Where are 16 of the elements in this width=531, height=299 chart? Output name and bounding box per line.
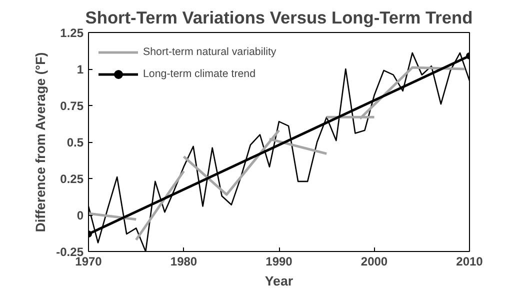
x-tick-label: 1970 bbox=[75, 254, 102, 268]
y-tick-label: 1.25 bbox=[60, 26, 84, 40]
chart-title: Short-Term Variations Versus Long-Term Trend bbox=[85, 8, 473, 28]
y-axis-title: Difference from Average (°F) bbox=[33, 52, 48, 232]
x-tick-label: 1990 bbox=[266, 254, 293, 268]
y-tick-label: 0.25 bbox=[60, 172, 84, 186]
y-tick-label: 1 bbox=[76, 62, 84, 76]
y-tick-label: 0 bbox=[76, 208, 84, 222]
y-tick-label: 0.5 bbox=[66, 136, 84, 150]
legend-label: Short-term natural variability bbox=[143, 46, 276, 58]
x-tick-label: 2010 bbox=[456, 254, 484, 268]
x-tick-label: 2000 bbox=[360, 254, 388, 268]
x-tick-label: 1980 bbox=[170, 254, 198, 268]
legend-label: Long-term climate trend bbox=[143, 68, 256, 80]
y-tick-label: 0.75 bbox=[60, 99, 84, 113]
x-axis-title: Year bbox=[264, 274, 294, 288]
